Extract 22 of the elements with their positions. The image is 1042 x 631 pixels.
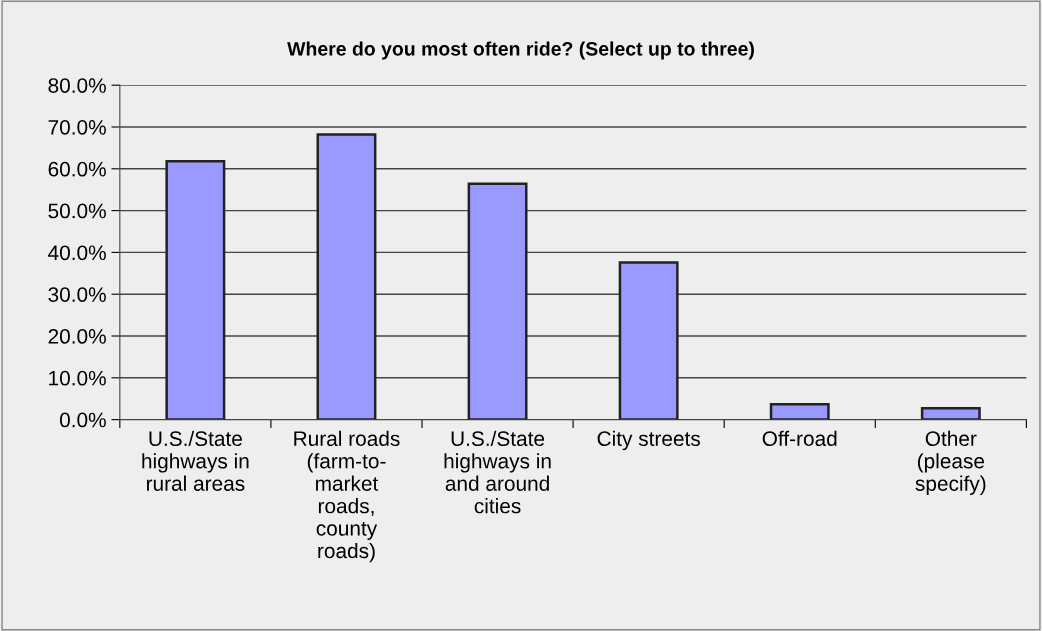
bar — [769, 402, 830, 420]
bar — [618, 261, 679, 420]
bar — [467, 182, 528, 420]
y-tick-label: 20.0% — [48, 329, 106, 344]
x-tick-label: Rural roads (farm-to- market roads, county roads) — [294, 430, 400, 563]
bar — [920, 407, 981, 420]
x-tick-label: Other (please specify) — [915, 430, 986, 496]
x-tick-label: City streets — [597, 430, 700, 451]
y-tick-label: 70.0% — [48, 119, 106, 135]
y-tick-label: 60.0% — [48, 161, 106, 177]
x-tick-label: Off-road — [762, 430, 837, 447]
bar — [316, 133, 377, 420]
y-tick-label: 30.0% — [48, 287, 106, 302]
x-tick-label: U.S./State highways in and around cities — [444, 430, 551, 514]
y-tick-label: 80.0% — [48, 78, 106, 93]
y-tick-label: 50.0% — [48, 203, 106, 219]
x-tick-label: U.S./State highways in rural areas — [142, 430, 249, 491]
y-tick-label: 40.0% — [48, 245, 106, 261]
chart-title: Where do you most often ride? (Select up to three) — [287, 41, 754, 60]
y-tick-label: 0.0% — [59, 412, 106, 428]
y-tick-label: 10.0% — [49, 370, 106, 386]
bar — [165, 160, 226, 420]
